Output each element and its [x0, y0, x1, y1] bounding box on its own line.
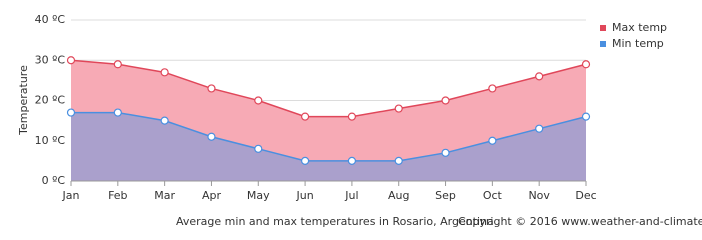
point	[207, 132, 216, 141]
y-tick-label: 30 ºC	[35, 53, 66, 66]
point	[347, 156, 357, 165]
x-tick-label: Dec	[575, 189, 596, 202]
point	[441, 96, 450, 105]
legend-swatch	[600, 41, 606, 47]
point	[488, 84, 497, 93]
point	[535, 72, 544, 81]
point	[300, 156, 310, 165]
point	[113, 60, 122, 69]
x-tick-label: Jan	[62, 189, 80, 202]
point	[254, 144, 263, 153]
y-tick-label: 20 ºC	[35, 94, 66, 107]
point	[300, 112, 310, 121]
footer: Average min and max temperatures in Rosa…	[176, 215, 494, 228]
point	[394, 156, 403, 165]
x-tick-label: Feb	[108, 189, 127, 202]
x-tick-label: Nov	[528, 189, 550, 202]
point	[66, 56, 76, 65]
point	[254, 96, 263, 105]
point	[394, 104, 403, 113]
point	[207, 84, 216, 93]
point	[581, 60, 591, 69]
x-tick-label: Aug	[388, 189, 409, 202]
x-tick-label: Jul	[344, 189, 358, 202]
x-tick-label: Oct	[483, 189, 503, 202]
copyright: Copyright © 2016 www.weather-and-climate…	[458, 215, 702, 228]
legend-label: Max temp	[612, 21, 667, 34]
x-tick-label: Mar	[154, 189, 175, 202]
y-tick-label: 10 ºC	[35, 134, 66, 147]
x-tick-label: May	[247, 189, 270, 202]
x-tick-label: Sep	[435, 189, 456, 202]
legend-label: Min temp	[612, 37, 664, 50]
area	[71, 112, 586, 181]
point	[66, 108, 76, 117]
y-axis-label: Temperature	[17, 65, 30, 136]
point	[160, 116, 169, 125]
line	[71, 111, 587, 162]
x-tick-label: Jun	[295, 189, 313, 202]
point	[535, 124, 544, 133]
y-tick-label: 0 ºC	[42, 174, 66, 187]
point	[113, 108, 122, 117]
point	[441, 148, 450, 157]
y-tick-label: 40 ºC	[35, 13, 66, 26]
x-tick-label: Apr	[202, 189, 222, 202]
point	[160, 68, 169, 77]
point	[488, 136, 497, 145]
legend-swatch	[600, 25, 606, 31]
point	[347, 112, 357, 121]
line	[70, 59, 587, 118]
chart: Temperature Average min and max temperat…	[17, 13, 702, 228]
point	[581, 112, 591, 121]
